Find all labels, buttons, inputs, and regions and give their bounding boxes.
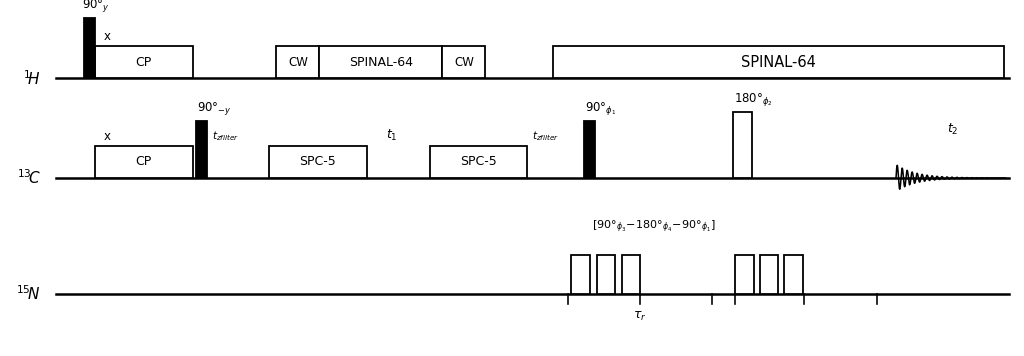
Text: $90°_{\phi_1}$: $90°_{\phi_1}$ [585, 100, 616, 117]
Text: $^1\!H$: $^1\!H$ [23, 69, 41, 88]
Text: $t_1$: $t_1$ [386, 128, 398, 143]
Text: $t_{zfilter}$: $t_{zfilter}$ [212, 129, 240, 143]
Bar [430, 146, 527, 178]
Bar [735, 255, 754, 294]
Text: CW: CW [454, 56, 474, 69]
Text: $t_2$: $t_2$ [946, 122, 958, 137]
Text: SPINAL-64: SPINAL-64 [740, 55, 816, 70]
Bar [269, 146, 367, 178]
Text: CP: CP [136, 56, 152, 69]
Text: SPC-5: SPC-5 [300, 156, 336, 168]
Bar [760, 255, 778, 294]
Text: CW: CW [288, 56, 308, 69]
Bar [95, 46, 193, 78]
Text: $[90°_{\phi_3}\!-\!180°_{\phi_4}\!-\!90°_{\phi_1}]$: $[90°_{\phi_3}\!-\!180°_{\phi_4}\!-\!90°… [592, 219, 716, 235]
Bar [571, 255, 590, 294]
Bar [319, 46, 442, 78]
Bar [597, 255, 615, 294]
Text: $90°_{-y}$: $90°_{-y}$ [197, 100, 231, 117]
Bar [622, 255, 640, 294]
Bar [733, 112, 752, 178]
Text: x: x [103, 130, 111, 143]
Text: SPINAL-64: SPINAL-64 [349, 56, 413, 69]
Text: $\tau_r$: $\tau_r$ [633, 310, 647, 323]
Text: SPC-5: SPC-5 [461, 156, 497, 168]
Text: $^{15}\!N$: $^{15}\!N$ [16, 284, 41, 303]
Bar [95, 146, 193, 178]
Text: CP: CP [136, 156, 152, 168]
Bar [442, 46, 485, 78]
Bar [196, 121, 207, 178]
Text: $180°_{\phi_2}$: $180°_{\phi_2}$ [734, 91, 773, 108]
Bar [276, 46, 319, 78]
Bar [784, 255, 803, 294]
Text: $^{13}\!C$: $^{13}\!C$ [16, 169, 41, 187]
Bar [584, 121, 595, 178]
Text: $90°_y$: $90°_y$ [82, 0, 110, 14]
Bar [84, 18, 95, 78]
Bar [553, 46, 1004, 78]
Text: x: x [103, 30, 111, 43]
Text: $t_{zfilter}$: $t_{zfilter}$ [532, 129, 560, 143]
